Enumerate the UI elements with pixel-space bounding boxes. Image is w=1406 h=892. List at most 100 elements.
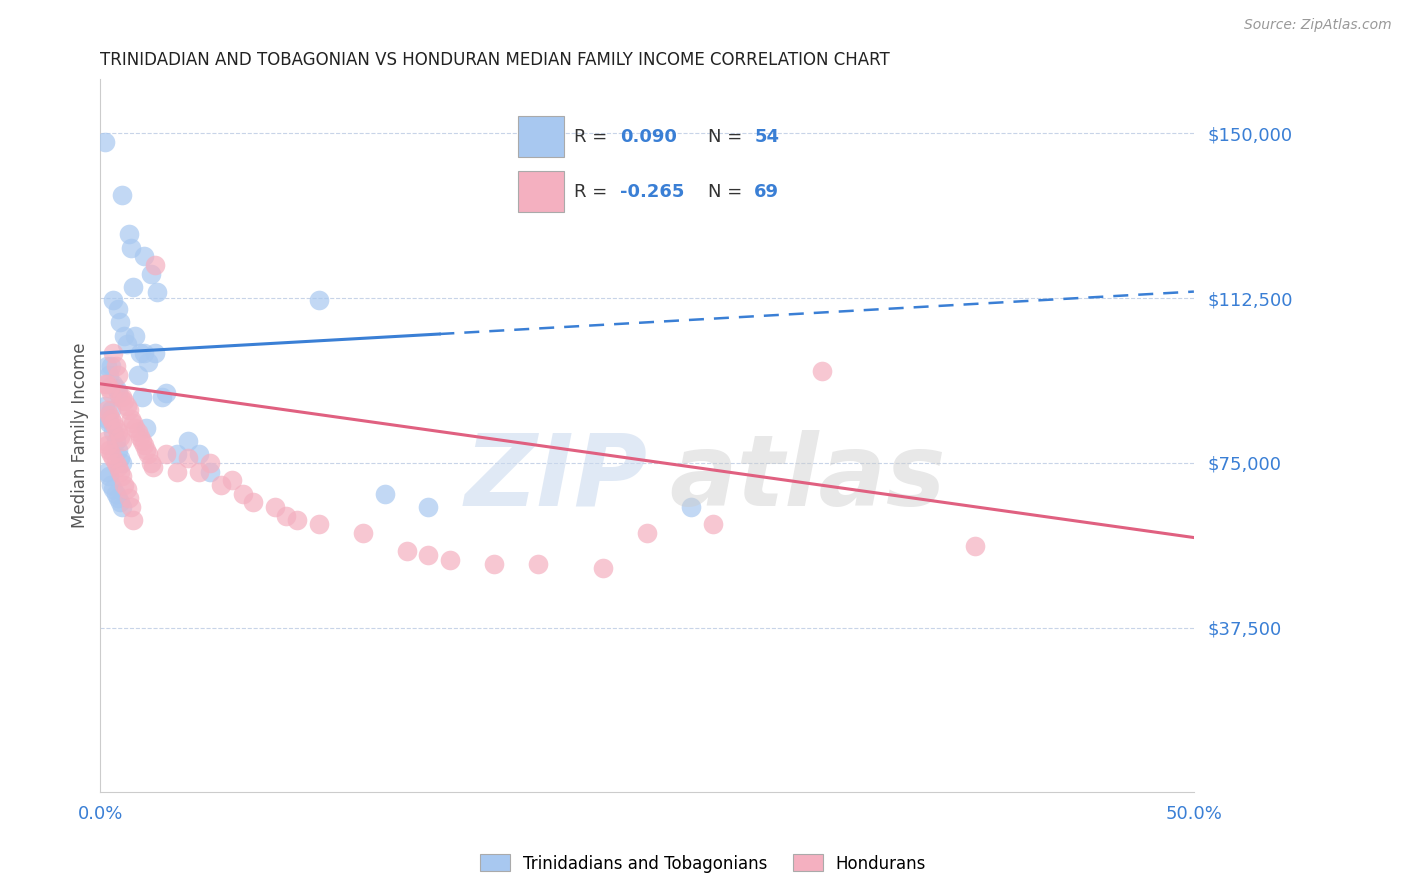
Point (115, 337, 138, 351)
Point (96, 359, 118, 374)
Point (131, 434, 153, 448)
Point (98, 417, 121, 431)
Point (108, 495, 131, 509)
Point (374, 486, 396, 500)
Point (526, 557, 548, 571)
Point (93, 399, 115, 413)
Point (418, 500, 440, 514)
Point (112, 478, 135, 492)
Point (103, 346, 125, 360)
Point (103, 425, 125, 439)
Point (142, 460, 165, 475)
Point (103, 376, 125, 391)
Point (482, 557, 505, 571)
Point (108, 451, 131, 466)
Point (100, 447, 122, 461)
Point (96, 403, 118, 417)
Point (96, 376, 118, 391)
Point (93, 434, 115, 448)
Point (128, 346, 150, 360)
Point (104, 486, 127, 500)
Point (118, 403, 141, 417)
Point (98, 442, 121, 457)
Point (118, 227, 141, 242)
Point (108, 315, 131, 329)
Point (139, 456, 162, 470)
Point (96, 465, 118, 479)
Point (111, 188, 134, 202)
Point (100, 385, 122, 400)
Point (107, 425, 129, 439)
Point (132, 249, 155, 263)
Point (177, 434, 200, 448)
Point (679, 500, 702, 514)
Point (104, 456, 127, 470)
Point (103, 451, 125, 466)
Point (98, 469, 121, 483)
Point (285, 513, 308, 527)
Point (122, 513, 145, 527)
Point (112, 394, 135, 409)
Point (111, 434, 134, 448)
Point (100, 403, 122, 417)
Point (965, 539, 987, 553)
Point (135, 442, 157, 457)
Text: TRINIDADIAN AND TOBAGONIAN VS HONDURAN MEDIAN FAMILY INCOME CORRELATION CHART: TRINIDADIAN AND TOBAGONIAN VS HONDURAN M… (100, 51, 890, 69)
Point (155, 385, 177, 400)
Point (138, 355, 160, 369)
Point (124, 421, 146, 435)
Point (98, 381, 121, 395)
Point (112, 328, 135, 343)
Point (127, 425, 149, 439)
Point (111, 390, 134, 404)
Point (308, 293, 330, 308)
Point (98, 408, 121, 422)
Point (143, 258, 166, 272)
Point (108, 429, 131, 443)
Point (811, 364, 834, 378)
Point (96, 438, 118, 452)
Text: Source: ZipAtlas.com: Source: ZipAtlas.com (1244, 18, 1392, 32)
Point (198, 465, 221, 479)
Point (143, 346, 166, 360)
Legend: Trinidadians and Tobagonians, Hondurans: Trinidadians and Tobagonians, Hondurans (474, 847, 932, 880)
Point (115, 482, 138, 496)
Point (702, 517, 724, 532)
Point (187, 465, 209, 479)
Text: atlas: atlas (669, 430, 945, 527)
Point (124, 328, 146, 343)
Point (439, 552, 461, 566)
Point (187, 447, 209, 461)
Y-axis label: Median Family Income: Median Family Income (72, 343, 89, 528)
Point (108, 465, 131, 479)
Point (120, 500, 142, 514)
Point (107, 385, 129, 400)
Point (108, 390, 131, 404)
Point (104, 434, 127, 448)
Point (115, 399, 138, 413)
Point (100, 359, 122, 374)
Point (242, 495, 264, 509)
Point (107, 442, 129, 457)
Point (146, 285, 169, 299)
Point (166, 465, 188, 479)
Point (100, 478, 122, 492)
Point (135, 421, 157, 435)
Point (96, 412, 118, 426)
Point (107, 460, 129, 475)
Point (111, 469, 134, 483)
Point (107, 368, 129, 382)
Point (120, 412, 142, 426)
Point (231, 486, 253, 500)
Point (107, 302, 129, 317)
Point (107, 491, 129, 505)
Point (198, 456, 221, 470)
Point (103, 293, 125, 308)
Point (104, 381, 127, 395)
Point (93, 135, 115, 149)
Point (104, 359, 127, 374)
Point (122, 280, 145, 294)
Point (131, 390, 153, 404)
Point (150, 390, 173, 404)
Point (100, 412, 122, 426)
